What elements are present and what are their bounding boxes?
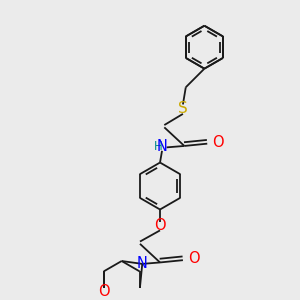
Text: O: O: [212, 135, 224, 150]
Text: O: O: [98, 284, 110, 299]
Text: N: N: [157, 139, 168, 154]
Text: H: H: [154, 140, 163, 153]
Text: O: O: [188, 251, 200, 266]
Text: S: S: [178, 101, 188, 116]
Text: N: N: [137, 256, 148, 271]
Text: O: O: [154, 218, 166, 233]
